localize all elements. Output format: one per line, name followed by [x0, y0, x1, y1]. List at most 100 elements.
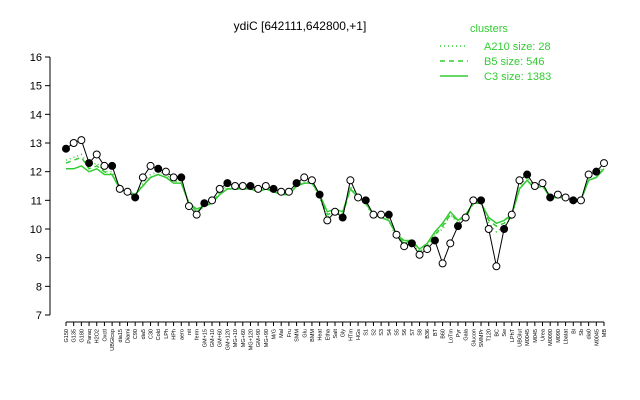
x-tick-label: S6: [402, 329, 408, 336]
point: [507, 210, 516, 219]
x-tick-label: Bl: [571, 329, 577, 334]
point: [177, 173, 186, 182]
x-tick-label: dia0: [587, 329, 593, 339]
x-tick-label: HPh: [172, 329, 178, 340]
point: [208, 196, 217, 205]
x-tick-label: MG+90: [264, 329, 270, 347]
point: [85, 159, 94, 168]
point: [438, 259, 447, 268]
point: [154, 164, 163, 173]
point: [553, 190, 562, 199]
x-tick-label: S2: [371, 329, 377, 336]
x-tick-label: Mal: [279, 329, 285, 338]
x-tick-label: MB: [602, 329, 608, 338]
point: [500, 225, 509, 233]
x-tick-label: Pyr: [456, 329, 462, 337]
point: [231, 182, 240, 190]
point: [423, 245, 432, 254]
x-tick-label: BMM: [310, 329, 316, 342]
x-tick-label: Sw: [502, 329, 508, 337]
point: [515, 176, 524, 185]
point: [261, 182, 270, 190]
x-tick-label: S1: [364, 329, 370, 336]
point: [538, 179, 547, 188]
point: [469, 196, 478, 205]
x-tick-label: H2O2: [95, 329, 101, 343]
x-tick-label: S8: [418, 329, 424, 336]
cluster-line: [65, 153, 605, 253]
x-tick-label: Cold: [156, 329, 162, 340]
y-tick-label: 14: [30, 109, 42, 121]
legend-label: A210 size: 28: [484, 41, 551, 53]
y-tick-label: 9: [36, 253, 42, 265]
x-tick-label: Diami: [125, 329, 131, 343]
y-tick-label: 15: [30, 81, 42, 93]
point: [354, 193, 363, 202]
x-tick-label: HTm: [348, 329, 354, 341]
point: [361, 196, 370, 205]
x-tick-label: ferm: [195, 329, 201, 340]
point: [592, 167, 601, 176]
x-tick-label: S5: [394, 329, 400, 336]
x-tick-label: S4: [387, 329, 393, 336]
x-tick-label: T120: [487, 329, 493, 342]
point: [569, 196, 578, 205]
x-tick-label: G180: [79, 329, 85, 342]
x-tick-label: C90: [133, 329, 139, 339]
x-tick-label: MG+10: [233, 329, 239, 347]
point: [200, 199, 209, 208]
x-tick-label: Etha: [325, 328, 331, 340]
legend-label: C3 size: 1383: [484, 71, 551, 83]
point: [77, 136, 86, 145]
x-tick-label: GM+10: [210, 329, 216, 347]
x-tick-label: Salt: [333, 329, 339, 339]
point: [146, 161, 155, 170]
point: [161, 167, 170, 176]
x-tick-label: GM+90: [256, 329, 262, 347]
point: [384, 210, 393, 219]
x-tick-label: G150: [64, 329, 70, 342]
x-tick-label: Paraq: [87, 329, 93, 344]
x-tick-label: Sb: [579, 329, 585, 336]
y-tick-label: 16: [30, 52, 42, 64]
x-tick-label: BT: [433, 328, 439, 336]
x-tick-label: S7: [410, 329, 416, 336]
x-tick-label: G135: [72, 329, 78, 342]
x-tick-label: M090: [556, 329, 562, 343]
x-tick-label: C30: [149, 329, 155, 339]
point: [223, 179, 232, 188]
x-tick-label: S3: [379, 329, 385, 336]
x-tick-label: Heat: [318, 329, 324, 341]
x-tick-label: Glucon: [471, 329, 477, 346]
legend-title: clusters: [470, 23, 508, 35]
point: [392, 230, 401, 239]
x-tick-label: Lbatat: [564, 329, 570, 345]
x-tick-label: aero: [179, 329, 185, 340]
x-tick-label: nit: [187, 329, 193, 335]
point: [169, 173, 178, 182]
point: [323, 216, 332, 225]
point: [123, 187, 132, 196]
x-tick-label: Gala: [464, 328, 470, 341]
x-tick-label: GM+15: [202, 329, 208, 347]
point: [246, 182, 255, 190]
point: [300, 173, 309, 182]
point: [546, 193, 555, 202]
x-tick-label: BC: [494, 329, 500, 337]
x-tick-label: Oxctl: [102, 329, 108, 342]
point: [277, 187, 286, 196]
point: [600, 159, 608, 168]
x-tick-label: HGs: [356, 329, 362, 340]
point: [192, 210, 201, 219]
x-tick-label: Fru: [287, 329, 293, 337]
point: [576, 196, 585, 205]
x-tick-label: dia5: [141, 329, 147, 339]
point: [269, 184, 278, 193]
point: [446, 239, 455, 248]
x-tick-label: SMM: [295, 329, 301, 342]
chart-title: ydiC [642111,642800,+1]: [234, 19, 367, 33]
legend-label: B5 size: 546: [484, 56, 545, 68]
x-tick-label: GM+60: [218, 329, 224, 347]
point: [100, 161, 109, 170]
point: [400, 242, 409, 251]
